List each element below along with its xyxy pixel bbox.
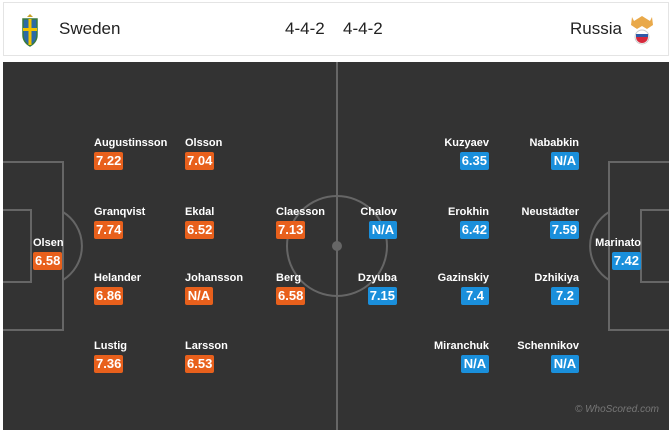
player-name: Neustädter [521, 206, 579, 218]
player-rating-badge: 7.2 [551, 287, 579, 305]
player[interactable]: Berg 6.58 [276, 272, 306, 305]
player-rating-badge: 7.36 [94, 355, 124, 373]
player[interactable]: Chalov N/A [360, 206, 397, 239]
player[interactable]: Neustädter 7.59 [522, 206, 579, 239]
player-name: Chalov [360, 206, 397, 218]
player[interactable]: Olsson 7.04 [185, 137, 222, 170]
player-rating-badge: N/A [461, 355, 489, 373]
player-name: Berg [276, 272, 302, 284]
player-rating-badge: 7.22 [94, 152, 124, 170]
player-name: Ekdal [185, 206, 215, 218]
player-rating-badge: 7.74 [94, 221, 124, 239]
player-rating-badge: 7.4 [461, 287, 489, 305]
player[interactable]: Helander 6.86 [94, 272, 141, 305]
player[interactable]: Larsson 6.53 [185, 340, 228, 373]
player-name: Olsen [33, 237, 64, 249]
player[interactable]: Dzyuba 7.15 [358, 272, 397, 305]
player-name: Larsson [185, 340, 228, 352]
player-rating-badge: 6.58 [33, 252, 63, 270]
player-rating-badge: N/A [551, 152, 579, 170]
player-name: Nababkin [529, 137, 579, 149]
player-rating-badge: 7.04 [185, 152, 215, 170]
player[interactable]: Johansson N/A [185, 272, 243, 305]
player[interactable]: Marinato 7.42 [595, 237, 641, 270]
player[interactable]: Ekdal 6.52 [185, 206, 214, 239]
player-rating-badge: 6.52 [185, 221, 215, 239]
pitch-lines [3, 62, 669, 430]
player-name: Olsson [185, 137, 223, 149]
player-name: Helander [94, 272, 142, 284]
away-formation: 4-4-2 [343, 19, 383, 38]
match-header: Sweden 4-4-2 4-4-2 Russia [3, 2, 669, 56]
pitch: Olsen 6.58 Augustinsson 7.22 Granqvist 7.74 He… [3, 62, 669, 430]
russia-crest-icon [631, 16, 653, 45]
player-rating-badge: 6.35 [459, 152, 489, 170]
player-rating-badge: N/A [551, 355, 579, 373]
player-name: Granqvist [94, 206, 146, 218]
player[interactable]: Dzhikiya 7.2 [534, 272, 579, 305]
sweden-crest-icon [22, 14, 38, 47]
player-name: Dzhikiya [534, 272, 579, 284]
player[interactable]: Nababkin N/A [529, 137, 579, 170]
player-name: Miranchuk [433, 340, 489, 352]
player[interactable]: Olsen 6.58 [33, 237, 64, 270]
whoscored-watermark: © WhoScored.com [574, 404, 659, 415]
player-rating-badge: N/A [185, 287, 213, 305]
player[interactable]: Erokhin 6.42 [448, 206, 489, 239]
home-team-name: Sweden [59, 19, 121, 38]
player[interactable]: Granqvist 7.74 [94, 206, 145, 239]
player[interactable]: Lustig 7.36 [94, 340, 127, 373]
player[interactable]: Miranchuk N/A [434, 340, 489, 373]
player-rating-badge: 6.86 [94, 287, 124, 305]
player-name: Erokhin [448, 206, 489, 218]
player[interactable]: Gazinskiy 7.4 [438, 272, 489, 305]
player-rating-badge: 7.15 [367, 287, 397, 305]
player-name: Gazinskiy [437, 272, 489, 284]
player[interactable]: Schennikov N/A [517, 340, 579, 373]
player-name: Dzyuba [357, 272, 397, 284]
away-team-name: Russia [570, 19, 622, 38]
player-rating-badge: N/A [369, 221, 397, 239]
player-name: Schennikov [517, 340, 579, 352]
player-rating-badge: 6.53 [185, 355, 215, 373]
player[interactable]: Claesson 7.13 [276, 206, 325, 239]
player-name: Augustinsson [94, 137, 168, 149]
player-name: Marinato [595, 237, 641, 249]
player-rating-badge: 6.42 [459, 221, 489, 239]
player-name: Johansson [185, 272, 244, 284]
player-name: Claesson [276, 206, 325, 218]
player-rating-badge: 7.42 [611, 252, 641, 270]
player-rating-badge: 7.59 [549, 221, 579, 239]
home-formation: 4-4-2 [285, 19, 325, 38]
player-name: Lustig [94, 340, 127, 352]
player[interactable]: Augustinsson 7.22 [94, 137, 167, 170]
player-rating-badge: 6.58 [276, 287, 306, 305]
player-rating-badge: 7.13 [276, 221, 306, 239]
player[interactable]: Kuzyaev 6.35 [444, 137, 489, 170]
player-name: Kuzyaev [444, 137, 489, 149]
